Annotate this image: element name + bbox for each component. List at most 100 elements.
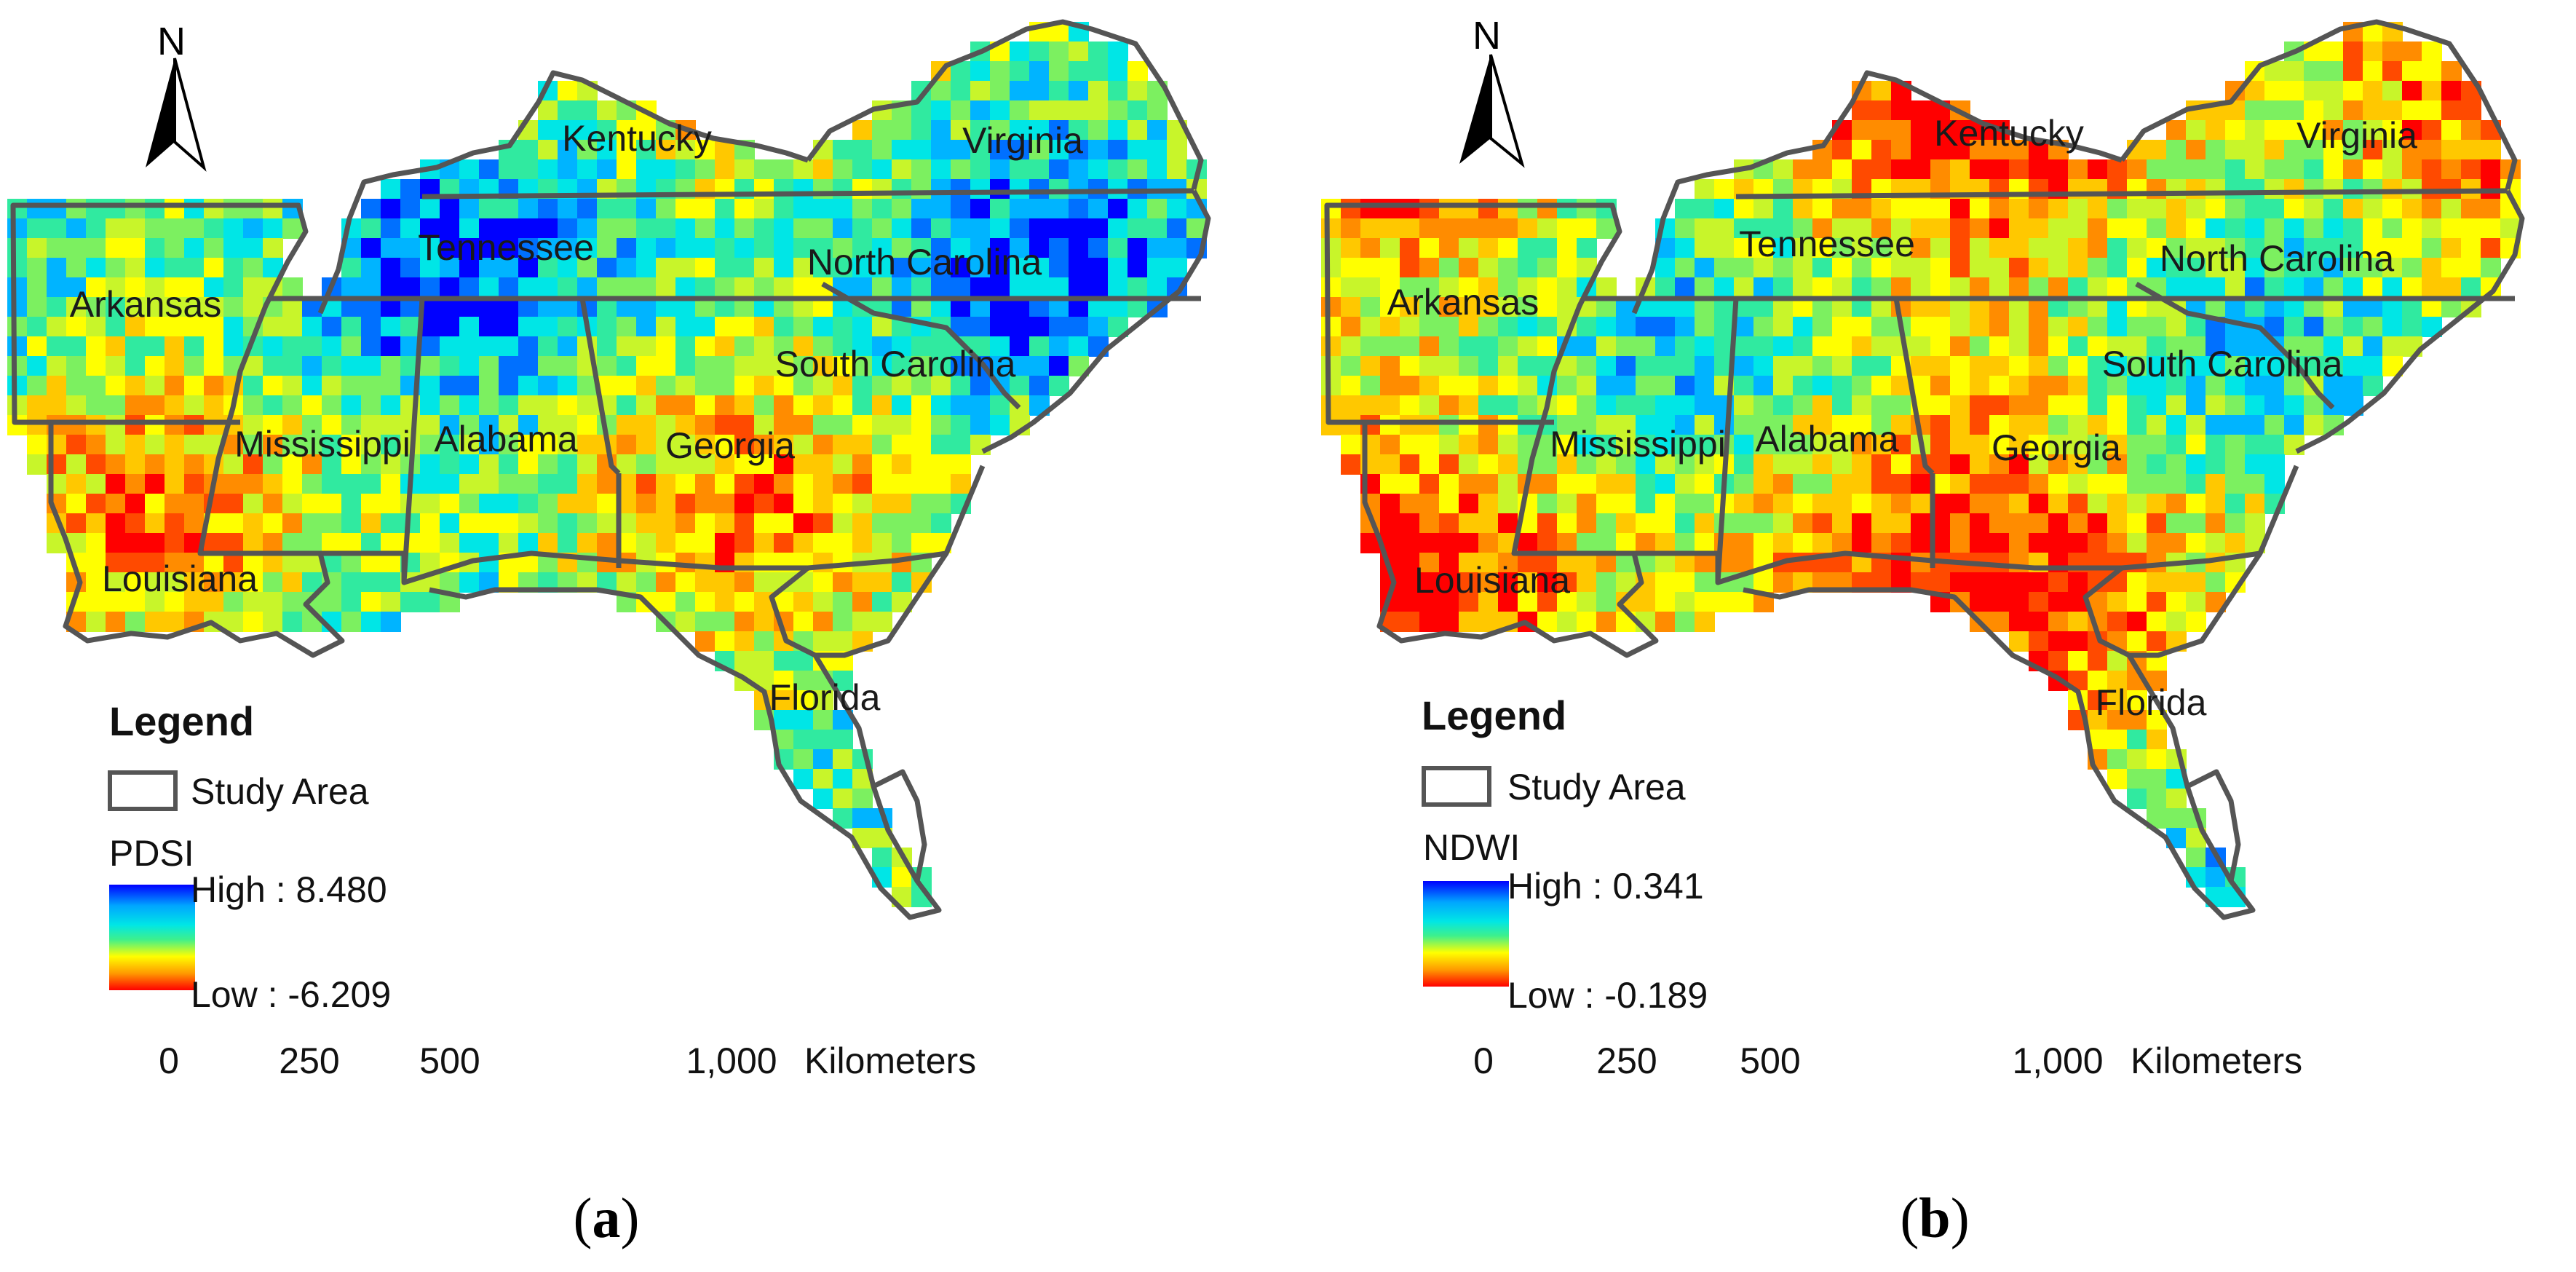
raster-cell — [440, 494, 460, 514]
raster-cell — [184, 356, 205, 376]
raster-cell — [1714, 238, 1735, 258]
raster-cell — [2048, 454, 2069, 475]
raster-cell — [1753, 513, 1774, 534]
raster-cell — [1675, 494, 1695, 514]
raster-cell — [145, 258, 165, 278]
raster-cell — [2127, 159, 2147, 180]
raster-cell — [793, 415, 814, 435]
raster-cell — [2422, 218, 2442, 239]
raster-cell — [381, 553, 401, 573]
raster-cell — [1478, 258, 1499, 278]
raster-cell — [675, 376, 696, 396]
raster-cell — [361, 376, 381, 396]
raster-cell — [1596, 454, 1617, 475]
raster-cell — [1108, 218, 1128, 239]
raster-cell — [165, 553, 185, 573]
raster-cell — [1537, 297, 1558, 317]
raster-cell — [2382, 258, 2403, 278]
raster-cell — [47, 297, 67, 317]
raster-cell — [1360, 258, 1381, 278]
raster-cell — [1049, 376, 1069, 396]
raster-cell — [1167, 218, 1187, 239]
raster-cell — [184, 336, 205, 357]
raster-cell — [1108, 61, 1128, 82]
raster-cell — [1675, 454, 1695, 475]
raster-cell — [1478, 277, 1499, 298]
raster-cell — [1577, 199, 1597, 219]
raster-cell — [1419, 454, 1440, 475]
raster-cell — [872, 317, 892, 337]
raster-cell — [66, 218, 87, 239]
raster-cell — [223, 199, 244, 219]
raster-cell — [1832, 336, 1852, 357]
raster-cell — [2264, 474, 2285, 494]
raster-cell — [1911, 533, 1931, 553]
raster-cell — [2343, 258, 2363, 278]
raster-cell — [2284, 376, 2304, 396]
raster-cell — [852, 258, 873, 278]
raster-cell — [951, 159, 971, 180]
raster-cell — [2107, 179, 2128, 200]
raster-cell — [1950, 218, 1970, 239]
raster-cell — [656, 454, 676, 475]
raster-cell — [2245, 435, 2265, 455]
raster-cell — [892, 474, 912, 494]
low-value-label: Low : -0.189 — [1507, 975, 1708, 1016]
raster-cell — [1675, 435, 1695, 455]
raster-cell — [499, 218, 519, 239]
raster-cell — [2225, 140, 2246, 160]
raster-cell — [1400, 277, 1420, 298]
raster-cell — [420, 317, 440, 337]
raster-cell — [754, 159, 774, 180]
raster-cell — [2127, 356, 2147, 376]
raster-cell — [1128, 258, 1148, 278]
raster-cell — [656, 356, 676, 376]
raster-cell — [223, 494, 244, 514]
raster-cell — [1616, 513, 1636, 534]
raster-cell — [1793, 376, 1813, 396]
raster-cell — [1419, 572, 1440, 593]
raster-cell — [597, 238, 617, 258]
raster-cell — [125, 297, 146, 317]
raster-cell — [636, 572, 657, 593]
raster-cell — [1950, 120, 1970, 141]
raster-cell — [2402, 199, 2422, 219]
raster-cell — [774, 415, 794, 435]
raster-cell — [2245, 277, 2265, 298]
raster-cell — [282, 592, 303, 612]
raster-cell — [86, 336, 106, 357]
raster-cell — [538, 435, 558, 455]
raster-cell — [381, 454, 401, 475]
raster-cell — [695, 415, 716, 435]
raster-cell — [1518, 592, 1538, 612]
raster-cell — [2363, 356, 2383, 376]
raster-cell — [2068, 435, 2088, 455]
raster-cell — [86, 258, 106, 278]
raster-cell — [165, 494, 185, 514]
raster-cell — [1970, 140, 1990, 160]
raster-cell — [86, 238, 106, 258]
raster-cell — [892, 395, 912, 416]
raster-cell — [1341, 415, 1361, 435]
raster-cell — [1128, 81, 1148, 101]
raster-cell — [1675, 218, 1695, 239]
raster-cell — [1812, 159, 1833, 180]
raster-cell — [793, 199, 814, 219]
raster-cell — [400, 179, 421, 200]
raster-cell — [1616, 474, 1636, 494]
raster-cell — [1812, 356, 1833, 376]
raster-cell — [970, 61, 991, 82]
raster-cell — [2068, 218, 2088, 239]
raster-cell — [1655, 494, 1676, 514]
raster-cell — [263, 513, 283, 534]
raster-cell — [2088, 671, 2108, 691]
raster-cell — [695, 258, 716, 278]
map-panel-b: N Kentucky Virginia Tennessee North Caro… — [1314, 0, 2576, 1272]
raster-cell — [1753, 376, 1774, 396]
raster-cell — [1419, 376, 1440, 396]
raster-cell — [1891, 513, 1911, 534]
raster-cell — [1128, 120, 1148, 141]
raster-cell — [2264, 199, 2285, 219]
raster-cell — [1400, 218, 1420, 239]
raster-cell — [1360, 277, 1381, 298]
